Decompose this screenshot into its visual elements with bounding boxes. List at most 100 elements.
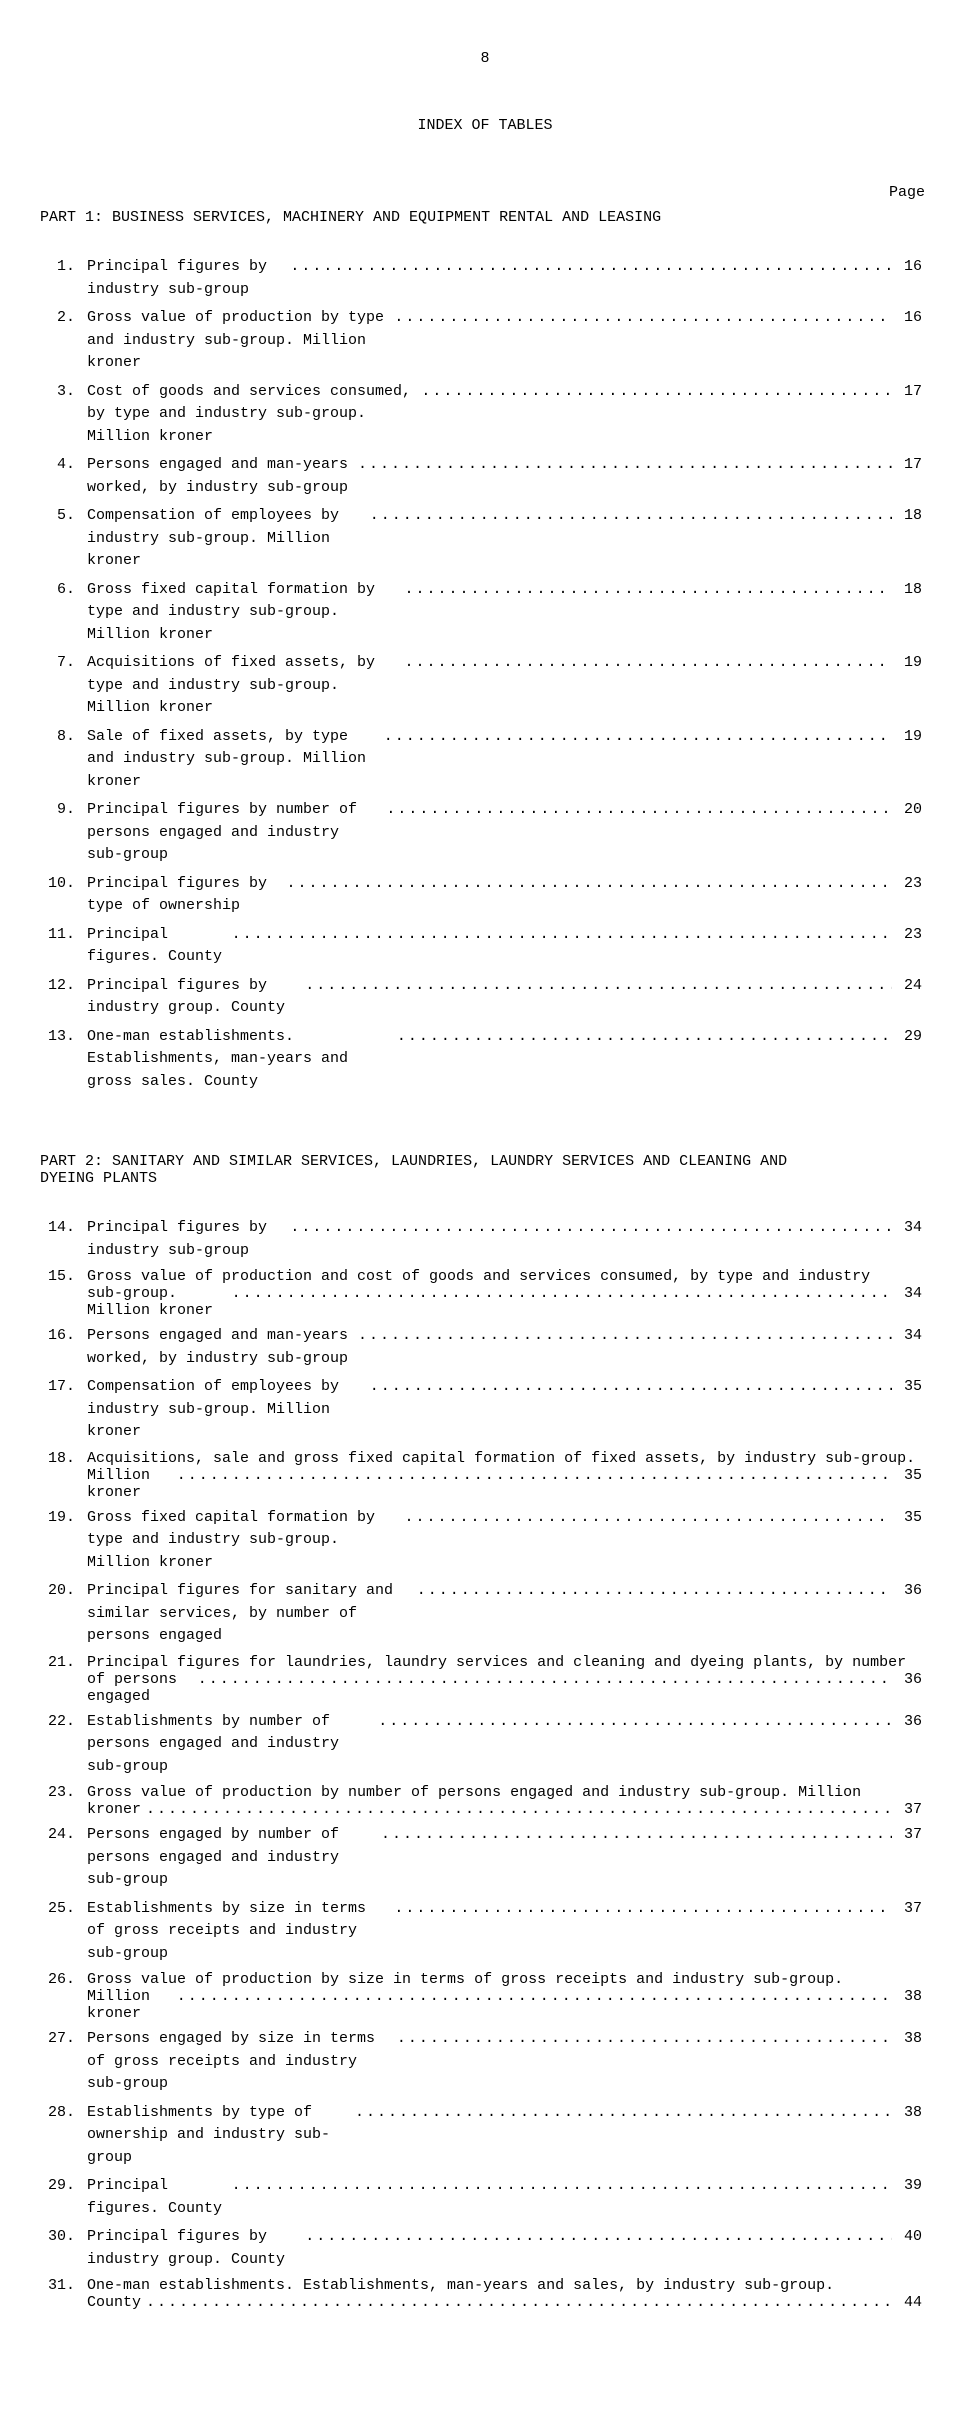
leader-dots: ........................................… <box>373 1711 892 1734</box>
entry-page: 35 <box>892 1467 930 1484</box>
leader-dots: ........................................… <box>285 1217 892 1240</box>
entry-text: One-man establishments. Establishments, … <box>87 1026 392 1094</box>
leader-dots: ........................................… <box>172 1467 892 1484</box>
entry-page: 36 <box>892 1580 930 1603</box>
entry-text: Gross value of production by size in ter… <box>87 1971 843 1988</box>
entry-page: 16 <box>892 307 930 330</box>
entry-number: 10. <box>40 873 87 896</box>
toc-entry: 13.One-man establishments. Establishment… <box>40 1026 930 1094</box>
entry-text: Establishments by size in terms of gross… <box>87 1898 389 1966</box>
toc-entry: 23.Gross value of production by number o… <box>40 1784 930 1818</box>
toc-entry: 4.Persons engaged and man-years worked, … <box>40 454 930 499</box>
toc-entry: 10.Principal figures by type of ownershi… <box>40 873 930 918</box>
entry-page: 34 <box>892 1285 930 1302</box>
entry-page: 39 <box>892 2175 930 2198</box>
entry-number: 2. <box>40 307 87 330</box>
toc-entry: 19.Gross fixed capital formation by type… <box>40 1507 930 1575</box>
entry-number: 6. <box>40 579 87 602</box>
entry-page: 36 <box>892 1671 930 1688</box>
toc-entry: 15.Gross value of production and cost of… <box>40 1268 930 1319</box>
toc-entry: 25.Establishments by size in terms of gr… <box>40 1898 930 1966</box>
leader-dots: ........................................… <box>376 1824 892 1847</box>
entry-text: Cost of goods and services consumed, by … <box>87 381 416 449</box>
leader-dots: ........................................… <box>412 1580 892 1603</box>
entry-page: 38 <box>892 2102 930 2125</box>
entry-text: Persons engaged and man-years worked, by… <box>87 1325 353 1370</box>
entry-number: 14. <box>40 1217 87 1240</box>
entry-page: 34 <box>892 1217 930 1240</box>
entry-number: 24. <box>40 1824 87 1847</box>
entry-number: 11. <box>40 924 87 947</box>
entry-text: Persons engaged by number of persons eng… <box>87 1824 376 1892</box>
entry-text: Principal figures by type of ownership <box>87 873 282 918</box>
entry-number: 28. <box>40 2102 87 2125</box>
entry-text: Gross value of production and cost of go… <box>87 1268 870 1285</box>
toc-entry: 1.Principal figures by industry sub-grou… <box>40 256 930 301</box>
entry-page: 20 <box>892 799 930 822</box>
entry-page: 38 <box>892 2028 930 2051</box>
entry-text: Principal figures by industry sub-group <box>87 1217 285 1262</box>
entry-text: Gross fixed capital formation by type an… <box>87 1507 400 1575</box>
entry-number: 25. <box>40 1898 87 1921</box>
toc-entry: 17.Compensation of employees by industry… <box>40 1376 930 1444</box>
entry-page: 34 <box>892 1325 930 1348</box>
entry-text: Principal figures by industry sub-group <box>87 256 285 301</box>
leader-dots: ........................................… <box>400 652 892 675</box>
entry-number: 15. <box>40 1268 87 1285</box>
entry-page: 36 <box>892 1711 930 1734</box>
entry-number: 31. <box>40 2277 87 2294</box>
entry-text: Gross fixed capital formation by type an… <box>87 579 400 647</box>
entry-page: 38 <box>892 1988 930 2005</box>
toc-entry: 21.Principal figures for laundries, laun… <box>40 1654 930 1705</box>
entry-number: 17. <box>40 1376 87 1399</box>
entry-number: 16. <box>40 1325 87 1348</box>
entry-number: 9. <box>40 799 87 822</box>
part1-entries: 1.Principal figures by industry sub-grou… <box>40 256 930 1093</box>
entry-page: 24 <box>892 975 930 998</box>
entry-page: 40 <box>892 2226 930 2249</box>
entry-text: Sale of fixed assets, by type and indust… <box>87 726 379 794</box>
leader-dots: ........................................… <box>400 579 892 602</box>
leader-dots: ........................................… <box>141 2294 892 2311</box>
leader-dots: ........................................… <box>392 1026 892 1049</box>
entry-page: 37 <box>892 1824 930 1847</box>
entry-text: of persons engaged <box>87 1671 193 1705</box>
toc-entry: 24.Persons engaged by number of persons … <box>40 1824 930 1892</box>
leader-dots: ........................................… <box>389 1898 892 1921</box>
part2-heading: PART 2: SANITARY AND SIMILAR SERVICES, L… <box>40 1153 930 1187</box>
entry-number: 13. <box>40 1026 87 1049</box>
toc-entry: 6.Gross fixed capital formation by type … <box>40 579 930 647</box>
leader-dots: ........................................… <box>300 975 892 998</box>
toc-entry: 12.Principal figures by industry group. … <box>40 975 930 1020</box>
leader-dots: ........................................… <box>365 1376 892 1399</box>
entry-text: Compensation of employees by industry su… <box>87 505 365 573</box>
entry-text: Principal figures for laundries, laundry… <box>87 1654 906 1671</box>
page-number-top: 8 <box>40 50 930 67</box>
toc-entry: 27.Persons engaged by size in terms of g… <box>40 2028 930 2096</box>
entry-page: 18 <box>892 505 930 528</box>
entry-number: 3. <box>40 381 87 404</box>
entry-number: 18. <box>40 1450 87 1467</box>
entry-page: 35 <box>892 1507 930 1530</box>
entry-number: 29. <box>40 2175 87 2198</box>
entry-page: 44 <box>892 2294 930 2311</box>
entry-page: 29 <box>892 1026 930 1049</box>
entry-text: Gross value of production by type and in… <box>87 307 389 375</box>
entry-text: Establishments by type of ownership and … <box>87 2102 350 2170</box>
leader-dots: ........................................… <box>400 1507 892 1530</box>
entry-text: One-man establishments. Establishments, … <box>87 2277 834 2294</box>
entry-page: 17 <box>892 454 930 477</box>
entry-page: 19 <box>892 726 930 749</box>
entry-number: 30. <box>40 2226 87 2249</box>
leader-dots: ........................................… <box>353 1325 892 1348</box>
entry-page: 37 <box>892 1898 930 1921</box>
toc-entry: 18.Acquisitions, sale and gross fixed ca… <box>40 1450 930 1501</box>
toc-entry: 2.Gross value of production by type and … <box>40 307 930 375</box>
leader-dots: ........................................… <box>227 2175 892 2198</box>
entry-page: 35 <box>892 1376 930 1399</box>
entry-number: 22. <box>40 1711 87 1734</box>
entry-text: Million kroner <box>87 1467 172 1501</box>
entry-text: Persons engaged by size in terms of gros… <box>87 2028 392 2096</box>
toc-entry: 28.Establishments by type of ownership a… <box>40 2102 930 2170</box>
entry-text: Principal figures. County <box>87 2175 227 2220</box>
